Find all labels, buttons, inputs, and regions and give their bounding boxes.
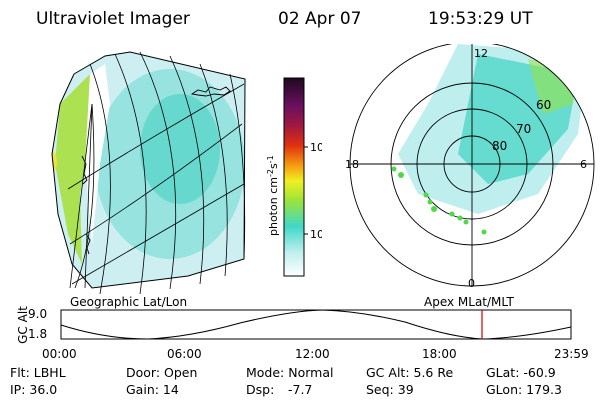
station-marker bbox=[463, 219, 469, 225]
polar-grid bbox=[349, 44, 595, 287]
instrument-title: Ultraviolet Imager bbox=[36, 9, 190, 29]
mlt-label-12: 12 bbox=[474, 47, 488, 60]
station-marker bbox=[457, 215, 463, 221]
mlt-label-0: 0 bbox=[468, 277, 475, 290]
station-marker bbox=[449, 211, 455, 217]
status-glat: GLat: -60.9 bbox=[486, 365, 556, 380]
station-marker bbox=[391, 166, 397, 172]
status-dsp-label: Dsp: bbox=[246, 382, 275, 397]
colorbar: 100 10 photon cm-2s-1 bbox=[266, 77, 322, 277]
colorbar-tick-label-100: 100 bbox=[310, 141, 322, 154]
observation-date: 02 Apr 07 bbox=[278, 9, 362, 29]
status-seq: Seq: 39 bbox=[366, 382, 414, 397]
geographic-image-panel bbox=[51, 51, 246, 295]
station-markers bbox=[391, 166, 487, 235]
time-tick-2359: 23:59 bbox=[554, 347, 589, 361]
station-marker bbox=[398, 172, 404, 178]
station-marker bbox=[423, 192, 429, 198]
limb-bright-spot bbox=[52, 150, 57, 174]
emission-band bbox=[95, 69, 245, 259]
station-marker bbox=[427, 199, 433, 205]
status-gain: Gain: 14 bbox=[126, 382, 179, 397]
time-tick-1200: 12:00 bbox=[295, 347, 330, 361]
polar-panel-label: Apex MLat/MLT bbox=[424, 295, 514, 309]
observation-time: 19:53:29 UT bbox=[428, 9, 533, 29]
status-gc-alt: GC Alt: 5.6 Re bbox=[366, 365, 454, 380]
emission-core bbox=[140, 94, 220, 204]
polar-emission-band bbox=[458, 54, 578, 184]
mlt-label-18: 18 bbox=[345, 158, 359, 171]
status-filter: Flt: LBHL bbox=[10, 365, 66, 380]
station-marker bbox=[481, 229, 487, 235]
altitude-tick-1-8: 1.8 bbox=[28, 327, 48, 341]
polar-plot-panel: 12 18 6 0 60 70 80 bbox=[345, 44, 595, 290]
coastline bbox=[81, 86, 231, 255]
mlat-label-70: 70 bbox=[516, 122, 531, 136]
altitude-plot-frame bbox=[60, 309, 572, 340]
time-tick-1800: 18:00 bbox=[422, 347, 457, 361]
mlt-label-6: 6 bbox=[580, 158, 587, 171]
colorbar-tick-label-10: 10 bbox=[310, 228, 322, 241]
altitude-axis-label: GC Alt bbox=[15, 306, 30, 344]
mlat-label-60: 60 bbox=[536, 98, 551, 112]
mlat-label-80: 80 bbox=[492, 139, 507, 153]
limb-glow bbox=[55, 74, 95, 264]
image-border bbox=[51, 51, 246, 289]
colorbar-unit-label: photon cm-2s-1 bbox=[266, 155, 280, 236]
colorbar-gradient bbox=[283, 77, 305, 277]
status-ip: IP: 36.0 bbox=[10, 382, 58, 397]
altitude-tick-9: 9.0 bbox=[28, 307, 48, 321]
station-marker bbox=[431, 206, 437, 212]
geographic-panel-label: Geographic Lat/Lon bbox=[70, 295, 188, 309]
status-glon: GLon: 179.3 bbox=[486, 382, 562, 397]
time-tick-0000: 00:00 bbox=[42, 347, 77, 361]
altitude-timeline bbox=[60, 309, 572, 340]
status-door: Door: Open bbox=[126, 365, 198, 380]
status-mode: Mode: Normal bbox=[246, 365, 334, 380]
status-dsp-value: -7.7 bbox=[288, 382, 313, 397]
lat-lon-grid bbox=[67, 51, 246, 295]
time-tick-0600: 06:00 bbox=[167, 347, 202, 361]
